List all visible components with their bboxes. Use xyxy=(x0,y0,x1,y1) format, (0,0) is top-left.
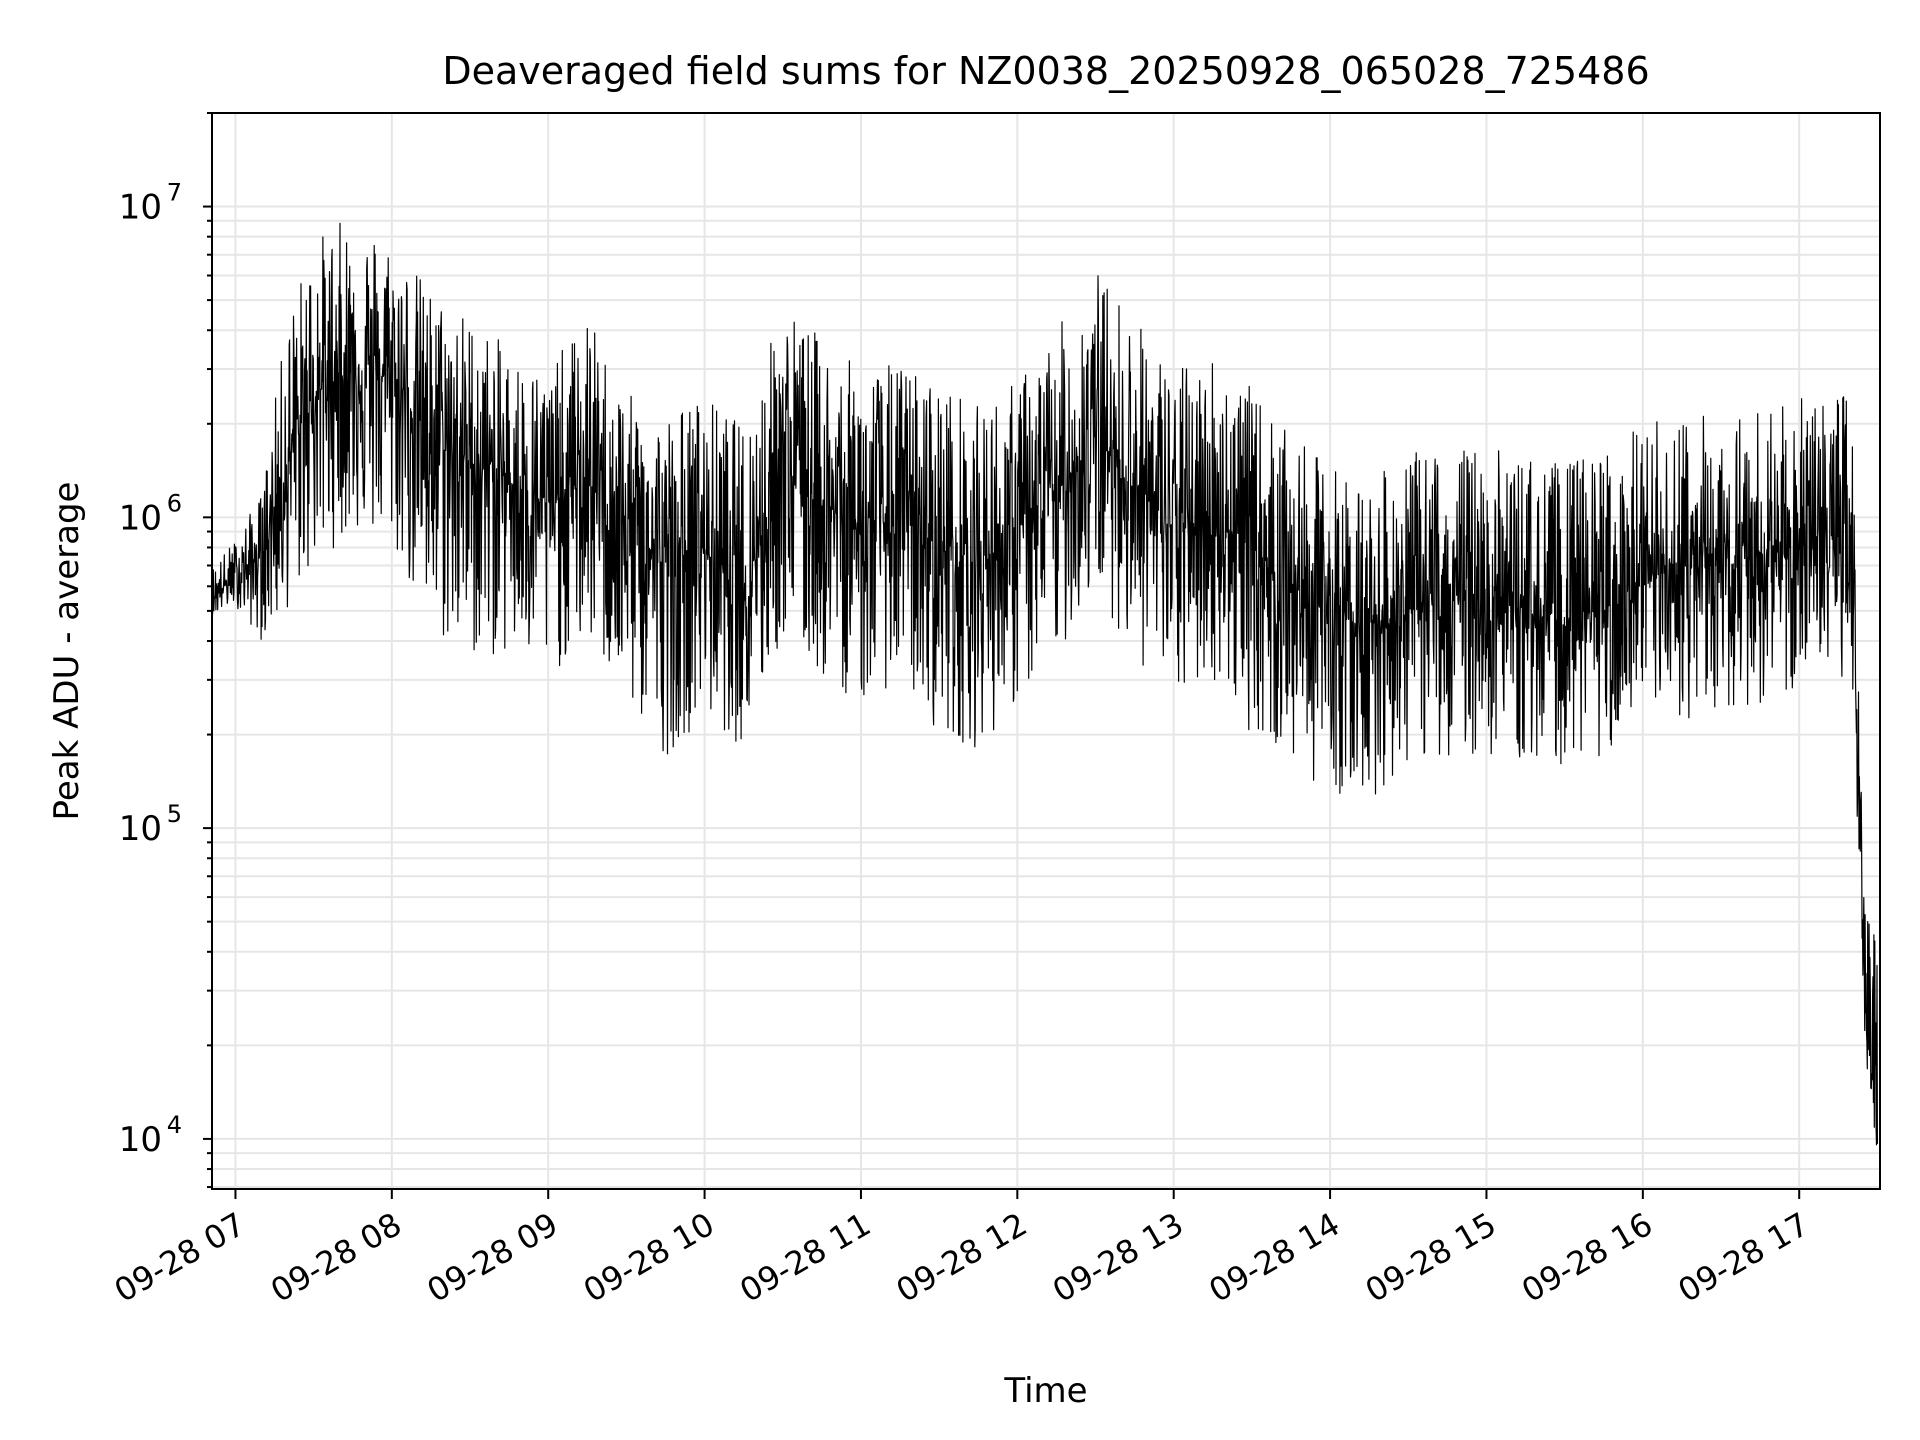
data-series xyxy=(211,222,1878,1146)
y-tick-exponent: 5 xyxy=(167,800,182,828)
plot-area-frame xyxy=(211,112,1881,1190)
chart-title: Deaveraged field sums for NZ0038_2025092… xyxy=(442,49,1649,93)
y-tick-label: 10 xyxy=(119,498,162,538)
y-tick-label: 10 xyxy=(119,809,162,849)
y-tick-exponent: 4 xyxy=(167,1111,182,1139)
y-tick-label: 10 xyxy=(119,1120,162,1160)
x-axis-label: Time xyxy=(1003,1371,1087,1411)
y-tick-exponent: 6 xyxy=(167,489,182,517)
y-tick-label: 10 xyxy=(119,188,162,228)
y-tick-exponent: 7 xyxy=(167,179,182,207)
y-axis-label: Peak ADU - average xyxy=(47,482,87,821)
series-line xyxy=(211,222,1878,1146)
